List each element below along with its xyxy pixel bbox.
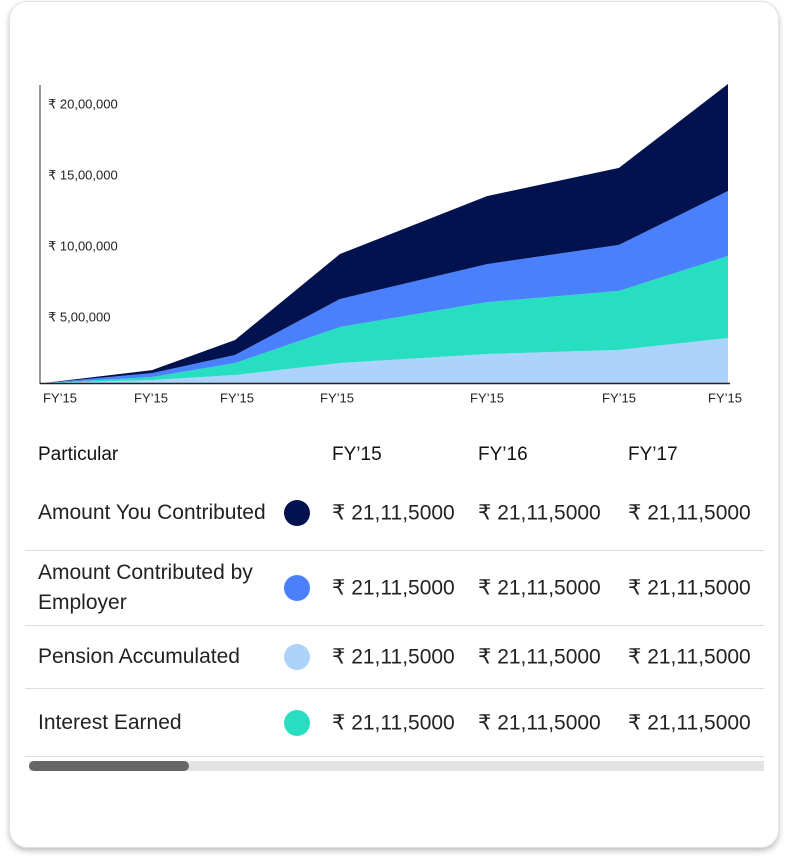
x-tick-label: FY’15 <box>320 390 354 405</box>
header-cell: FY’17 <box>628 444 678 465</box>
header-cell: FY’15 <box>332 444 382 465</box>
table-cell: ₹ 21,11,5000 <box>478 501 601 525</box>
table-body: Amount You Contributed ₹ 21,11,5000 ₹ 21,1… <box>25 476 764 757</box>
card <box>9 1 779 848</box>
scrollbar-thumb[interactable] <box>29 761 189 771</box>
area <box>44 255 728 383</box>
legend-dot <box>284 500 310 526</box>
table: Particular FY’15 FY’16 FY’17 Amount You … <box>25 434 764 757</box>
row-label: Amount You Contributed <box>38 501 266 524</box>
legend-dot <box>284 709 310 736</box>
table-row: Amount You Contributed ₹ 21,11,5000 ₹ 21,1… <box>25 476 764 551</box>
chart: ₹ 5,00,000 ₹ 10,00,000 ₹ 15,00,000 ₹ 20,00,… <box>39 84 742 405</box>
header-cell: Particular <box>38 444 119 465</box>
table-cell: ₹ 21,11,5000 <box>332 501 455 525</box>
x-tick-label: FY’15 <box>134 390 168 405</box>
table-cell: ₹ 21,11,5000 <box>478 711 601 734</box>
area <box>44 338 728 383</box>
y-tick-label: ₹ 10,00,000 <box>48 239 118 254</box>
area <box>44 84 728 384</box>
row-label: Interest Earned <box>38 710 182 734</box>
row-label: Pension Accumulated <box>38 645 240 668</box>
table-cell: ₹ 21,11,5000 <box>332 645 455 669</box>
table-cell: ₹ 21,11,5000 <box>628 501 751 525</box>
table-cell: ₹ 21,11,5000 <box>478 576 601 600</box>
scrollbar[interactable] <box>29 761 764 771</box>
table-row: Pension Accumulated ₹ 21,11,5000 ₹ 21,11,5… <box>25 626 764 689</box>
table-cell: ₹ 21,11,5000 <box>628 576 751 600</box>
x-tick-label: FY’15 <box>470 390 504 405</box>
x-tick-label: FY’15 <box>220 390 254 405</box>
legend-dot <box>284 575 310 601</box>
table-row: Amount Contributed by Employer ₹ 21,11,50… <box>25 551 764 626</box>
x-tick-label: FY’15 <box>43 390 77 405</box>
table-header: Particular FY’15 FY’16 FY’17 <box>25 434 764 476</box>
table-cell: ₹ 21,11,5000 <box>332 576 455 600</box>
table-cell: ₹ 21,11,5000 <box>332 711 455 734</box>
y-tick-label: ₹ 5,00,000 <box>48 309 111 324</box>
table-row: Interest Earned ₹ 21,11,5000 ₹ 21,11,5000 ₹… <box>25 689 764 757</box>
y-tick-label: ₹ 15,00,000 <box>48 168 118 183</box>
x-tick-label: FY’15 <box>602 390 636 405</box>
area <box>44 191 728 383</box>
table-cell: ₹ 21,11,5000 <box>478 645 601 669</box>
y-tick-label: ₹ 20,00,000 <box>48 97 118 112</box>
x-tick-label: FY’15 <box>708 390 742 405</box>
row-label: Amount Contributed by Employer <box>38 561 253 614</box>
header-cell: FY’16 <box>478 444 528 465</box>
table-cell: ₹ 21,11,5000 <box>628 711 751 734</box>
table-cell: ₹ 21,11,5000 <box>628 645 751 669</box>
legend-dot <box>284 644 310 670</box>
